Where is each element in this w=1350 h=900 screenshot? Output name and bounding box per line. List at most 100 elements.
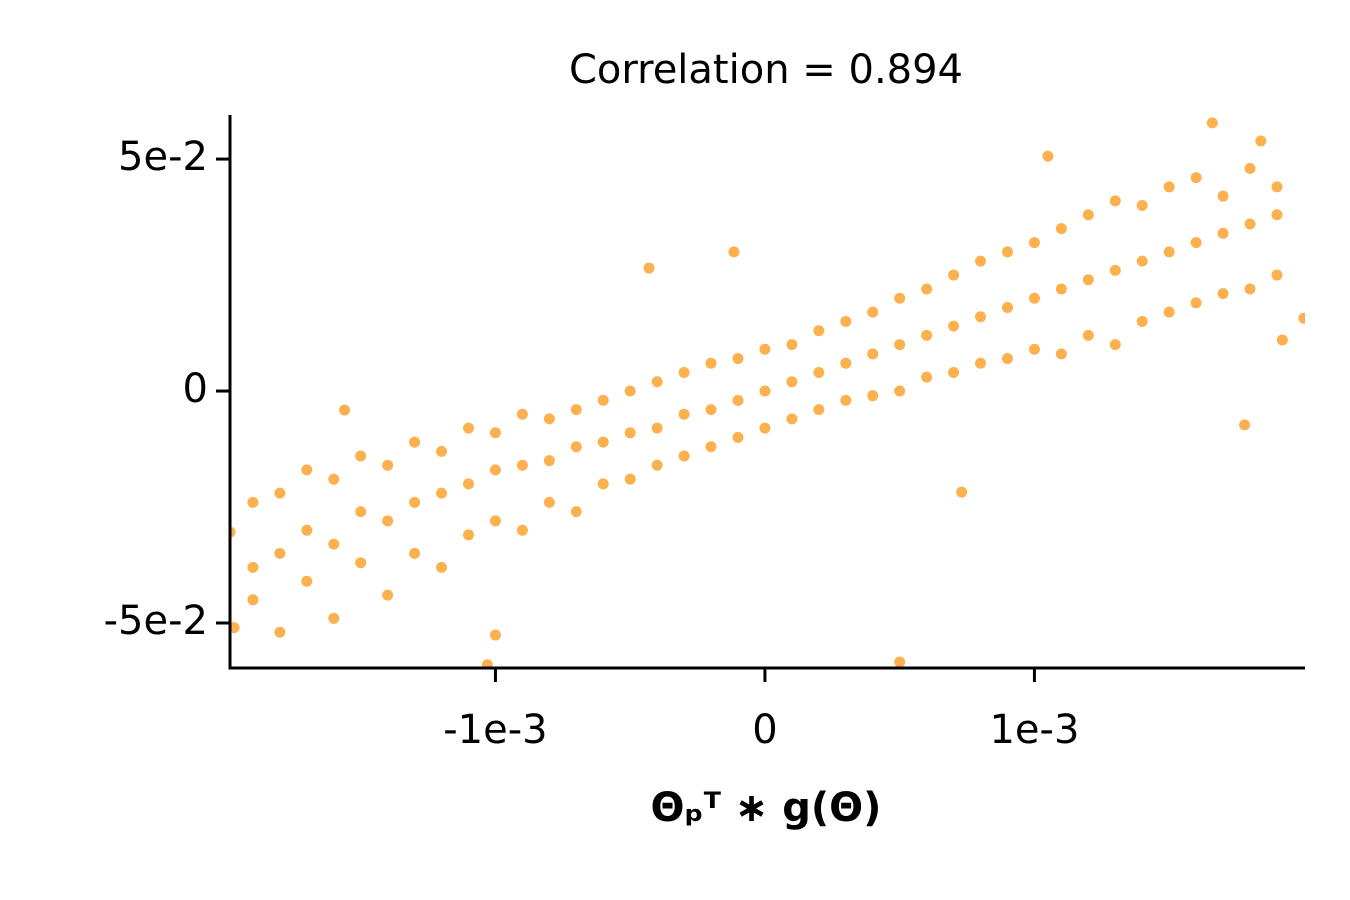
point	[732, 431, 744, 443]
point	[786, 376, 798, 388]
point	[339, 404, 351, 416]
point	[956, 486, 968, 498]
point	[786, 413, 798, 425]
point	[1001, 246, 1013, 258]
point	[409, 496, 421, 508]
point	[570, 506, 582, 518]
point	[651, 459, 663, 471]
point	[570, 441, 582, 453]
point	[624, 473, 636, 485]
point	[274, 487, 286, 499]
point	[543, 413, 555, 425]
point	[1028, 292, 1040, 304]
point	[1276, 334, 1288, 346]
point	[597, 436, 609, 448]
point	[921, 329, 933, 341]
chart-title: Correlation = 0.894	[569, 47, 963, 93]
point	[1217, 227, 1229, 239]
point	[948, 320, 960, 332]
point	[1298, 312, 1305, 324]
point	[975, 255, 987, 267]
point	[948, 366, 960, 378]
point	[247, 496, 259, 508]
point	[813, 325, 825, 337]
point	[1136, 199, 1148, 211]
point	[1136, 255, 1148, 267]
point	[543, 496, 555, 508]
point	[643, 262, 655, 274]
point	[867, 306, 879, 318]
point	[1255, 135, 1267, 147]
point	[759, 343, 771, 355]
point	[786, 339, 798, 351]
point	[732, 394, 744, 406]
point	[1109, 195, 1121, 207]
point	[516, 459, 528, 471]
point	[867, 348, 879, 360]
point	[355, 450, 367, 462]
point	[597, 478, 609, 490]
point	[436, 561, 448, 573]
point	[1055, 283, 1067, 295]
point	[382, 589, 394, 601]
point	[516, 524, 528, 536]
point	[382, 459, 394, 471]
point	[274, 547, 286, 559]
y-tick-label: -5e-2	[104, 598, 208, 644]
point	[409, 547, 421, 559]
point	[1163, 181, 1175, 193]
points	[230, 117, 1305, 668]
point	[1055, 223, 1067, 235]
point	[436, 445, 448, 457]
point	[1082, 274, 1094, 286]
point	[840, 357, 852, 369]
point	[1109, 339, 1121, 351]
point	[1163, 306, 1175, 318]
point	[462, 529, 474, 541]
point	[570, 404, 582, 416]
point	[1190, 172, 1202, 184]
point	[328, 612, 340, 624]
point	[328, 538, 340, 550]
point	[1190, 297, 1202, 309]
point	[840, 394, 852, 406]
point	[651, 422, 663, 434]
point	[489, 464, 501, 476]
point	[1217, 190, 1229, 202]
point	[481, 659, 493, 668]
point	[894, 292, 906, 304]
point	[1028, 237, 1040, 249]
point	[489, 427, 501, 439]
point	[1190, 237, 1202, 249]
point	[1244, 218, 1256, 230]
point	[813, 404, 825, 416]
point	[705, 357, 717, 369]
point	[247, 594, 259, 606]
point	[894, 656, 906, 668]
point	[678, 366, 690, 378]
point	[975, 311, 987, 323]
point	[1244, 283, 1256, 295]
point	[355, 557, 367, 569]
point	[894, 339, 906, 351]
point	[705, 441, 717, 453]
point	[355, 506, 367, 518]
point	[1217, 288, 1229, 300]
point	[462, 478, 474, 490]
point	[975, 357, 987, 369]
x-tick-label: 1e-3	[989, 707, 1079, 753]
point	[1082, 209, 1094, 221]
point	[678, 450, 690, 462]
point	[651, 376, 663, 388]
point	[728, 246, 740, 258]
point	[301, 575, 313, 587]
point	[301, 464, 313, 476]
point	[894, 385, 906, 397]
point	[1271, 269, 1283, 281]
x-axis-label: Θₚᵀ ∗ g(Θ)	[651, 785, 882, 831]
point	[759, 422, 771, 434]
point	[274, 626, 286, 638]
point	[1271, 181, 1283, 193]
point	[732, 353, 744, 365]
point	[813, 366, 825, 378]
